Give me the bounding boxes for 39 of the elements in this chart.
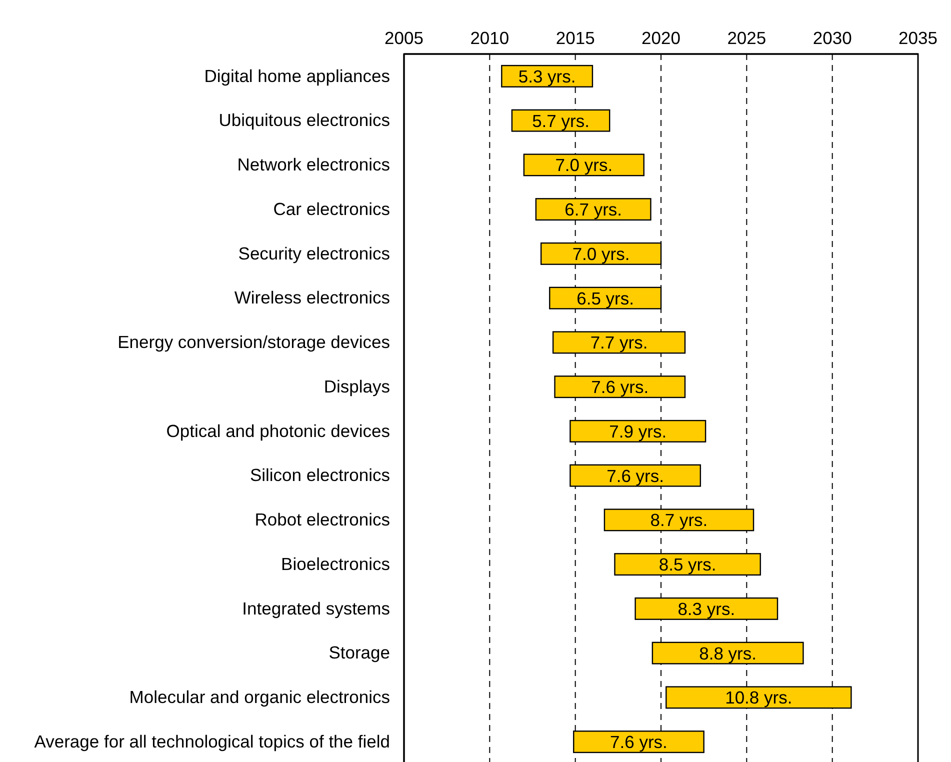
y-tick-label: Ubiquitous electronics	[218, 110, 390, 130]
data-label: 8.3 yrs.	[678, 598, 736, 619]
data-label: 5.3 yrs.	[518, 66, 576, 86]
y-tick-label: Car electronics	[273, 198, 390, 219]
data-label: 7.6 yrs.	[591, 377, 649, 398]
y-tick-label: Digital home appliances	[204, 66, 390, 86]
x-tick-label: 2025	[727, 28, 766, 48]
data-label: 7.0 yrs.	[572, 244, 630, 264]
data-label: 7.9 yrs.	[609, 421, 667, 442]
y-tick-label: Wireless electronics	[234, 288, 390, 308]
x-tick-label: 2035	[898, 28, 938, 48]
data-label: 6.7 yrs.	[564, 200, 622, 220]
x-tick-label: 2010	[470, 28, 510, 48]
y-tick-label: Network electronics	[237, 154, 390, 175]
y-tick-label: Average for all technological topics of the field	[34, 731, 390, 752]
x-tick-label: 2005	[384, 28, 424, 48]
y-tick-label: Silicon electronics	[250, 465, 390, 486]
data-label: 7.6 yrs.	[610, 732, 668, 752]
y-tick-label: Energy conversion/storage devices	[118, 332, 390, 352]
y-tick-label: Displays	[324, 376, 390, 396]
y-tick-label: Integrated systems	[242, 598, 390, 618]
x-tick-label: 2015	[556, 28, 595, 48]
y-tick-label: Molecular and organic electronics	[129, 687, 390, 708]
data-label: 10.8 yrs.	[725, 688, 792, 708]
data-label: 5.7 yrs.	[532, 110, 590, 131]
y-tick-label: Robot electronics	[254, 510, 390, 530]
data-label: 8.8 yrs.	[699, 643, 757, 664]
data-label: 6.5 yrs.	[576, 288, 634, 308]
data-label: 7.0 yrs.	[555, 155, 613, 176]
x-tick-label: 2030	[812, 28, 852, 48]
data-label: 7.7 yrs.	[590, 332, 648, 353]
y-tick-label: Storage	[328, 642, 390, 663]
data-label: 8.5 yrs.	[658, 554, 716, 575]
y-tick-label: Security electronics	[238, 243, 390, 264]
data-label: 7.6 yrs.	[606, 466, 664, 486]
x-tick-label: 2020	[642, 28, 681, 48]
data-label: 8.7 yrs.	[650, 510, 708, 530]
y-tick-label: Bioelectronics	[281, 554, 390, 574]
y-tick-label: Optical and photonic devices	[166, 420, 390, 441]
